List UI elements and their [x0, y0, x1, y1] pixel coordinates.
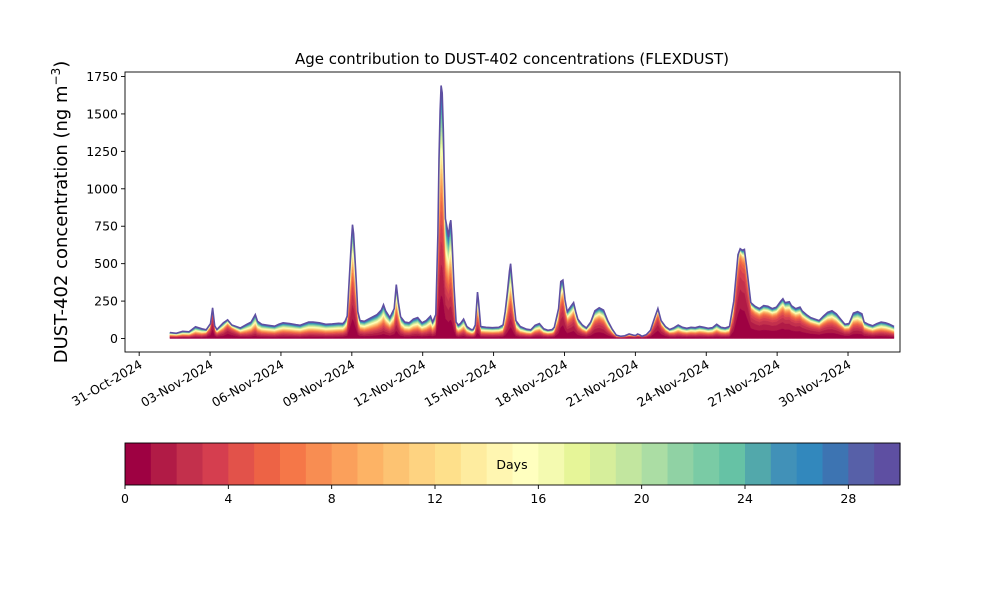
y-tick-label: 0: [110, 331, 118, 346]
x-tick-label: 15-Nov-2024: [422, 357, 500, 410]
y-tick-label: 1750: [86, 69, 118, 84]
colorbar-swatch: [848, 443, 875, 485]
chart-title: Age contribution to DUST-402 concentrati…: [295, 50, 729, 68]
colorbar-swatch: [280, 443, 307, 485]
x-axis-ticks: 31-Oct-202403-Nov-202406-Nov-202409-Nov-…: [69, 352, 854, 410]
age-band-29-days: [169, 85, 895, 337]
total-concentration-line: [169, 85, 895, 338]
colorbar-tick-label: 4: [224, 491, 232, 506]
colorbar-swatch: [564, 443, 591, 485]
y-axis-ticks: 0 250 500 750 1000 1250 1500 1750: [86, 69, 125, 346]
colorbar-swatch: [615, 443, 643, 485]
x-tick-label: 03-Nov-2024: [138, 357, 216, 410]
x-tick-label: 09-Nov-2024: [280, 357, 358, 410]
age-band-28-days: [169, 90, 895, 337]
colorbar-swatch: [719, 443, 746, 485]
colorbar-tick-label: 12: [427, 491, 443, 506]
colorbar-swatch: [125, 443, 152, 485]
colorbar-tick-label: 24: [737, 491, 753, 506]
x-tick-label: 12-Nov-2024: [351, 357, 429, 410]
x-tick-label: 06-Nov-2024: [209, 357, 287, 410]
plot-frame: [124, 71, 901, 353]
colorbar-frame: [124, 442, 901, 486]
age-band-26-days: [169, 100, 895, 337]
colorbar-swatch: [150, 443, 178, 485]
colorbar-swatch: [176, 443, 204, 485]
x-tick-label: 31-Oct-2024: [69, 357, 145, 409]
colorbar-swatch: [460, 443, 488, 485]
colorbar-swatch: [822, 443, 849, 485]
colorbar-swatch: [228, 443, 255, 485]
colorbar-swatch: [409, 443, 436, 485]
y-tick-label: 1500: [86, 106, 118, 121]
stacked-age-areas: [169, 85, 895, 339]
y-axis-label: DUST-402 concentration (ng m−3): [49, 61, 72, 364]
colorbar-swatch: [435, 443, 462, 485]
x-tick-label: 27-Nov-2024: [705, 357, 783, 410]
y-axis-label-main: DUST-402 concentration (ng m: [51, 85, 72, 363]
y-tick-label: 1000: [86, 181, 118, 196]
colorbar-swatch: [770, 443, 798, 485]
y-tick-label: 1250: [86, 144, 118, 159]
colorbar-ticks: 0 4 8 12 16 20 24 28: [121, 485, 856, 506]
x-tick-label: 24-Nov-2024: [634, 357, 712, 410]
colorbar-tick-label: 20: [634, 491, 650, 506]
age-band-0-days: [169, 295, 895, 339]
colorbar: [124, 442, 901, 486]
colorbar-swatch: [331, 443, 359, 485]
y-tick-label: 750: [94, 219, 118, 234]
colorbar-label: Days: [496, 457, 527, 472]
y-tick-label: 250: [94, 294, 118, 309]
age-band-17-days: [169, 140, 895, 338]
x-tick-label: 30-Nov-2024: [776, 357, 854, 410]
colorbar-tick-label: 16: [530, 491, 546, 506]
colorbar-swatch: [796, 443, 824, 485]
colorbar-swatch: [254, 443, 281, 485]
colorbar-swatch: [745, 443, 772, 485]
colorbar-tick-label: 0: [121, 491, 129, 506]
age-band-27-days: [169, 95, 895, 337]
colorbar-swatch: [486, 443, 514, 485]
colorbar-swatch: [693, 443, 720, 485]
colorbar-swatch: [667, 443, 694, 485]
colorbar-swatch: [383, 443, 410, 485]
colorbar-swatch: [357, 443, 384, 485]
colorbar-swatch: [641, 443, 669, 485]
colorbar-swatch: [512, 443, 539, 485]
y-axis-label-close: ): [51, 61, 72, 68]
colorbar-swatch: [202, 443, 229, 485]
y-axis-label-superscript: −3: [49, 68, 63, 86]
y-tick-label: 500: [94, 256, 118, 271]
x-tick-label: 21-Nov-2024: [563, 357, 641, 410]
colorbar-tick-label: 8: [328, 491, 336, 506]
colorbar-swatch: [590, 443, 617, 485]
colorbar-swatch: [874, 443, 901, 485]
colorbar-swatch: [538, 443, 565, 485]
colorbar-tick-label: 28: [840, 491, 856, 506]
x-tick-label: 18-Nov-2024: [492, 357, 570, 410]
total-outline: [169, 85, 895, 338]
colorbar-swatch: [305, 443, 333, 485]
